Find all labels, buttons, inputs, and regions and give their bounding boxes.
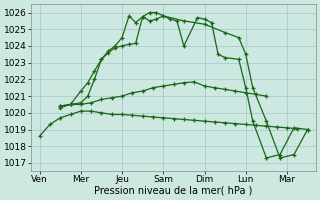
X-axis label: Pression niveau de la mer( hPa ): Pression niveau de la mer( hPa ) (94, 186, 253, 196)
